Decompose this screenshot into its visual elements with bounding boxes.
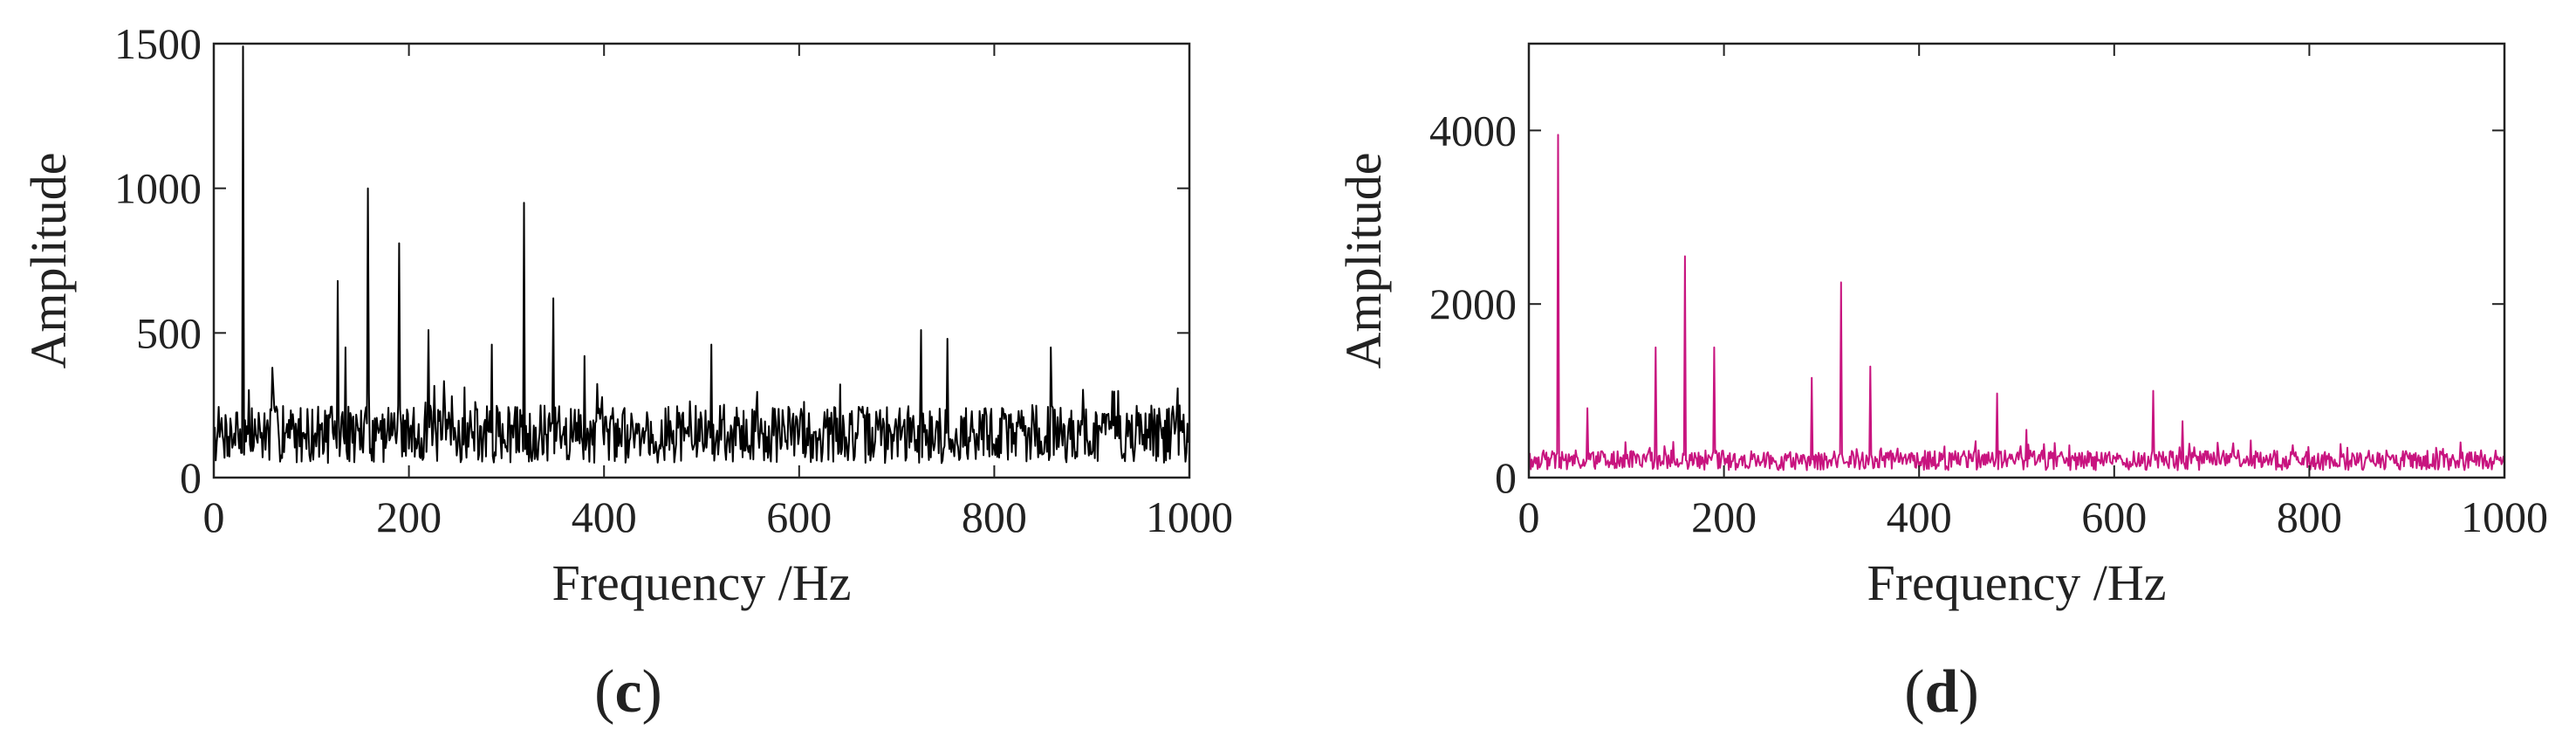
x-axis-label: Frequency /Hz xyxy=(552,554,851,611)
y-axis-label: Amplitude xyxy=(1335,152,1392,368)
x-tick-label: 800 xyxy=(2277,492,2342,541)
spectrum-series-line xyxy=(1528,134,2505,471)
chart-panel-c: 0 200 400 600 800 1000 0 500 1000 1500 Frequency /… xyxy=(20,19,1233,726)
y-tick-label: 4000 xyxy=(1429,106,1517,155)
x-tick-label: 800 xyxy=(962,492,1027,541)
x-axis-label: Frequency /Hz xyxy=(1867,554,2166,611)
y-tick-label: 0 xyxy=(180,453,202,502)
y-tick-label: 500 xyxy=(136,308,202,357)
plot-frame xyxy=(1527,42,2506,479)
x-tick-label: 1000 xyxy=(2461,492,2548,541)
panel-label: (c) xyxy=(594,658,662,726)
x-tick-label: 200 xyxy=(376,492,442,541)
y-tick-label: 0 xyxy=(1495,453,1517,502)
y-tick-label: 1000 xyxy=(114,164,202,213)
chart-panel-d: 0 200 400 600 800 1000 0 2000 4000 Frequency /Hz A… xyxy=(1335,42,2548,726)
plot-frame xyxy=(212,42,1191,479)
x-tick-label: 400 xyxy=(572,492,637,541)
x-tick-label: 600 xyxy=(766,492,832,541)
x-tick-label: 400 xyxy=(1887,492,1952,541)
y-axis-label: Amplitude xyxy=(20,152,77,368)
x-tick-label: 200 xyxy=(1691,492,1757,541)
y-tick-label: 1500 xyxy=(114,19,202,68)
x-tick-label: 600 xyxy=(2081,492,2147,541)
panel-letter: c xyxy=(614,658,641,726)
x-tick-label: 1000 xyxy=(1146,492,1233,541)
spectrum-series-line xyxy=(213,45,1190,464)
panel-label: (d) xyxy=(1904,658,1979,726)
x-tick-label: 0 xyxy=(1518,492,1540,541)
panel-letter: d xyxy=(1925,658,1959,726)
x-tick-label: 0 xyxy=(203,492,225,541)
y-tick-label: 2000 xyxy=(1429,279,1517,328)
